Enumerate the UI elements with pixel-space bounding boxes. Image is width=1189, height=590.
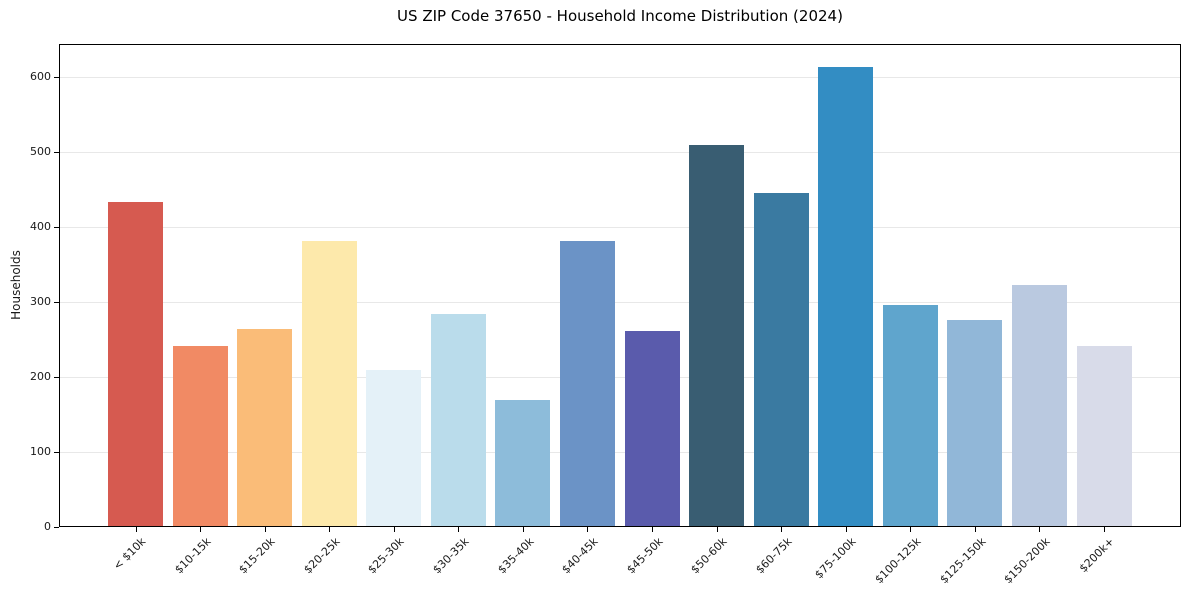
y-axis-tick <box>54 302 59 303</box>
bar <box>818 67 874 527</box>
y-tick-label: 0 <box>44 520 51 533</box>
y-axis-tick <box>54 152 59 153</box>
gridline <box>59 452 1181 453</box>
gridline <box>59 152 1181 153</box>
x-tick-label: $10-15k <box>172 535 214 577</box>
gridline <box>59 227 1181 228</box>
y-tick-label: 500 <box>30 145 51 158</box>
x-axis-tick <box>587 527 589 532</box>
x-tick-label: $20-25k <box>301 535 343 577</box>
x-tick-label: $30-35k <box>430 535 472 577</box>
bar <box>172 346 228 527</box>
x-tick-label: $40-45k <box>559 535 601 577</box>
bar <box>366 369 422 527</box>
y-axis-tick <box>54 452 59 453</box>
gridline <box>59 302 1181 303</box>
x-axis-tick <box>1039 527 1041 532</box>
x-tick-label: $50-60k <box>688 535 730 577</box>
x-axis-tick <box>910 527 912 532</box>
bar <box>753 192 809 527</box>
bar <box>237 329 293 527</box>
chart-title: US ZIP Code 37650 - Household Income Dis… <box>397 7 843 25</box>
bar <box>882 305 938 527</box>
x-axis-tick <box>652 527 654 532</box>
bar <box>108 202 163 527</box>
x-tick-label: $100-125k <box>872 535 924 587</box>
x-tick-label: $200k+ <box>1077 535 1118 576</box>
bar <box>1011 284 1067 527</box>
bar <box>689 145 745 527</box>
gridline <box>59 377 1181 378</box>
y-tick-label: 100 <box>30 445 51 458</box>
y-axis-tick <box>54 227 59 228</box>
bar <box>1076 346 1132 527</box>
x-tick-label: $150-200k <box>1001 535 1053 587</box>
x-tick-label: $15-20k <box>236 535 278 577</box>
y-axis-tick <box>54 77 59 78</box>
x-tick-label: $125-150k <box>936 535 989 587</box>
x-tick-label: $25-30k <box>365 535 407 577</box>
x-tick-label: $35-40k <box>494 535 537 577</box>
bar <box>301 241 357 527</box>
x-axis-tick <box>458 527 460 532</box>
x-axis-tick <box>716 527 718 532</box>
x-tick-label: < $10k <box>111 535 149 573</box>
x-axis-tick <box>1104 527 1106 532</box>
x-axis-tick <box>329 527 331 532</box>
bar <box>624 330 680 527</box>
y-axis-tick <box>54 527 59 528</box>
bar <box>495 399 551 527</box>
x-axis-tick <box>781 527 783 532</box>
x-tick-label: $75-100k <box>812 535 859 582</box>
x-axis-tick <box>974 527 976 532</box>
x-axis-tick <box>264 527 266 532</box>
gridline <box>59 77 1181 78</box>
x-tick-label: $60-75k <box>753 535 795 577</box>
y-axis-label: Households <box>9 250 23 320</box>
y-tick-label: 200 <box>30 370 51 383</box>
x-axis-tick <box>522 527 524 532</box>
bar <box>430 314 486 527</box>
x-axis-tick <box>200 527 202 532</box>
x-axis-tick <box>845 527 847 532</box>
x-axis-tick <box>393 527 395 532</box>
x-axis-tick <box>135 527 137 532</box>
bar <box>947 320 1003 527</box>
y-tick-label: 600 <box>30 70 51 83</box>
bar <box>559 241 615 527</box>
y-tick-label: 400 <box>30 220 51 233</box>
x-tick-label: $45-50k <box>623 535 666 577</box>
y-tick-label: 300 <box>30 295 51 308</box>
y-axis-tick <box>54 377 59 378</box>
